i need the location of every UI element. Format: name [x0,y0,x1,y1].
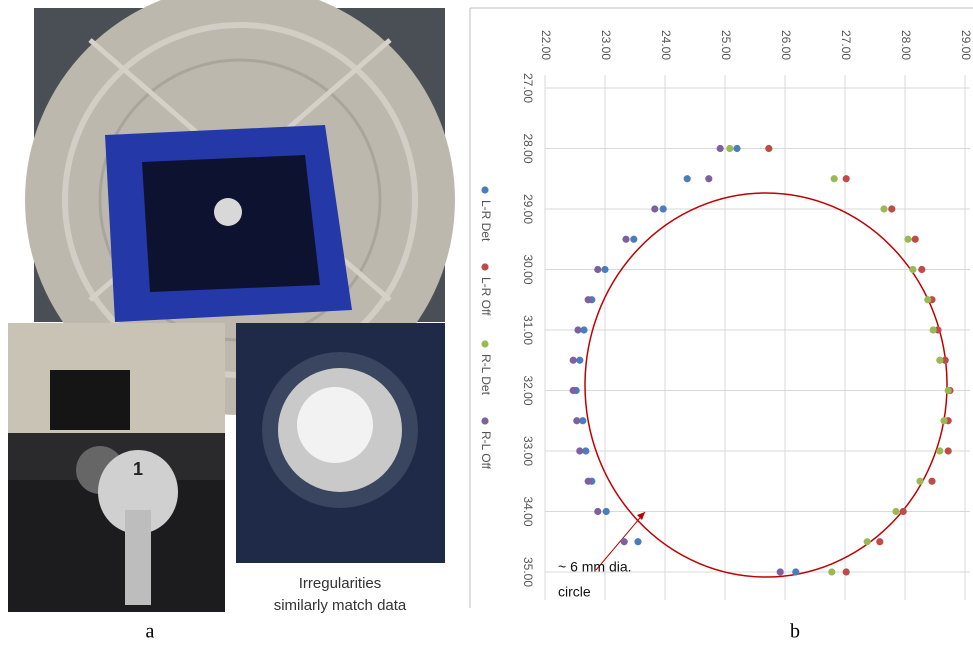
point [842,175,850,183]
point [892,507,900,516]
svg-text:1: 1 [133,459,143,479]
point [940,417,948,425]
annotation-arrow [595,511,646,571]
point [929,326,937,334]
point [594,265,602,274]
point [899,507,907,516]
legend-marker [481,417,489,425]
point [582,447,590,455]
point [911,235,919,243]
x-tick-label: 24.00 [659,30,673,60]
y-tick-label: 32.00 [521,375,535,405]
point [733,144,741,153]
point [863,538,871,546]
annotation-arrowhead [637,512,645,520]
point [594,507,602,516]
legend-label: R-L Off [479,431,493,470]
point [944,447,952,455]
point [580,326,588,334]
y-tick-label: 28.00 [521,133,535,163]
point [659,205,667,213]
annotation: circle [558,584,591,600]
point [622,235,630,243]
point [634,538,642,546]
point [828,568,836,576]
y-tick-label: 35.00 [521,557,535,587]
y-tick-label: 30.00 [521,254,535,284]
point [928,477,936,485]
annotation: ~ 6 mm dia. [558,559,632,575]
point [576,356,584,364]
point [888,205,896,213]
point [569,356,577,364]
point [776,568,784,576]
point [842,568,850,576]
caption: similarly match data [274,597,407,614]
point [569,386,577,395]
y-tick-label: 27.00 [521,73,535,103]
point [726,144,734,153]
point [876,538,884,546]
point [576,447,584,455]
x-tick-label: 25.00 [719,30,733,60]
x-tick-label: 28.00 [899,30,913,60]
point [602,507,610,516]
point [880,205,888,213]
point [601,265,609,274]
point [584,296,592,304]
legend-label: L-R Det [479,200,493,242]
point [765,144,773,153]
legend-marker [481,263,489,271]
caption: Irregularities [299,575,382,592]
legend-label: L-R Off [479,277,493,316]
x-tick-label: 29.00 [959,30,973,60]
point [683,175,691,183]
point [924,296,932,304]
x-tick-label: 22.00 [539,30,553,60]
photo-closeup [236,323,445,563]
point [918,265,926,274]
legend-label: R-L Det [479,354,493,396]
point [909,265,917,274]
point [705,175,713,183]
y-tick-label: 33.00 [521,436,535,466]
point [574,326,582,334]
point [584,477,592,485]
point [916,477,924,485]
photo-top [25,0,455,415]
y-tick-label: 29.00 [521,194,535,224]
panel-label: b [790,621,800,643]
point [630,235,638,243]
y-tick-label: 31.00 [521,315,535,345]
y-tick-label: 34.00 [521,496,535,526]
point [941,356,949,364]
point [936,447,944,455]
x-tick-label: 27.00 [839,30,853,60]
legend-marker [481,340,489,348]
point [792,568,800,576]
point [904,235,912,243]
point [620,538,628,546]
panel-label: a [146,621,155,643]
point [830,175,838,183]
legend-marker [481,186,489,194]
point [579,417,587,425]
x-tick-label: 26.00 [779,30,793,60]
point [716,144,724,153]
fit-circle [584,192,948,578]
point [573,417,581,425]
x-tick-label: 23.00 [599,30,613,60]
photo-setup: 1 [8,323,225,612]
plot: 22.00 23.00 24.00 25.00 26.00 27.00 28.00 29.00… [479,30,973,600]
point [936,356,944,364]
point [651,205,659,213]
point [944,386,952,395]
